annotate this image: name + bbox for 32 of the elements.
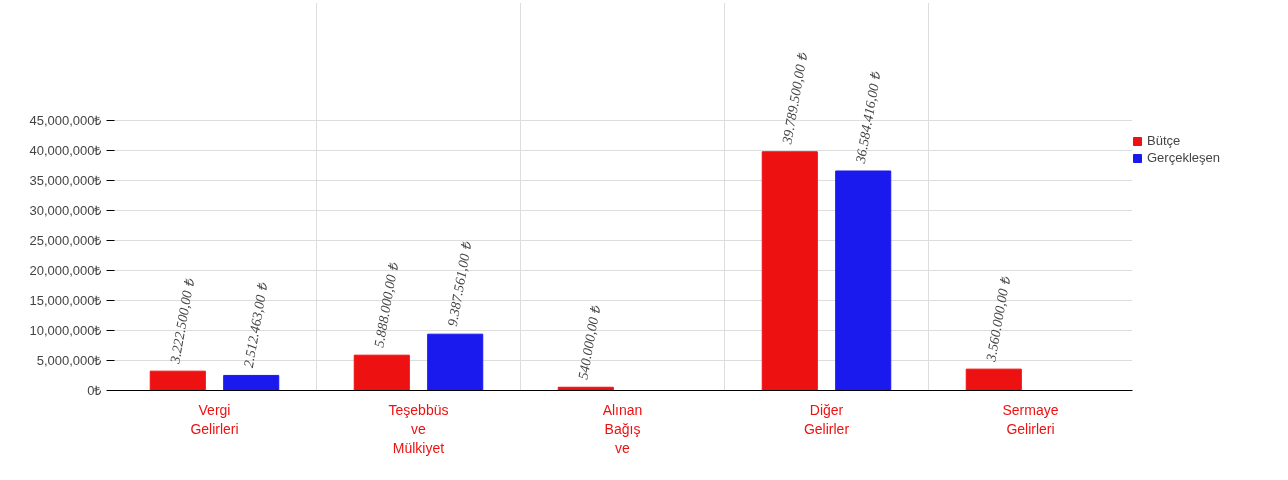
bar <box>965 368 1022 391</box>
data-label: 36.584.416,00 ₺ <box>852 70 884 166</box>
bar <box>223 374 280 391</box>
y-tick-label: 40,000,000₺ <box>29 143 103 158</box>
bar <box>353 354 410 391</box>
legend-label: Gerçekleşen <box>1147 150 1220 165</box>
data-label: 540.000,00 ₺ <box>575 303 604 381</box>
x-tick-label: Alınan Bağış ve <box>602 401 643 456</box>
data-label: 2.512.463,00 ₺ <box>240 281 271 369</box>
y-tick-label: 35,000,000₺ <box>29 173 103 188</box>
data-label: 3.222.500,00 ₺ <box>167 277 198 366</box>
x-tick-label: Sermaye Gelirleri <box>1002 401 1059 437</box>
data-label: 39.789.500,00 ₺ <box>779 50 811 147</box>
legend-label: Bütçe <box>1147 133 1181 148</box>
data-label: 9.387.561,00 ₺ <box>444 240 475 328</box>
y-tick-label: 15,000,000₺ <box>29 293 103 308</box>
bar <box>149 370 206 391</box>
y-tick-label: 45,000,000₺ <box>29 113 103 128</box>
y-tick-label: 5,000,000₺ <box>36 353 103 368</box>
bar <box>835 170 892 391</box>
y-tick-label: 10,000,000₺ <box>29 323 103 338</box>
y-tick-label: 20,000,000₺ <box>29 263 103 278</box>
bar <box>761 151 818 391</box>
y-tick-label: 30,000,000₺ <box>29 203 103 218</box>
bar <box>427 333 484 391</box>
data-label: 5.888.000,00 ₺ <box>371 261 402 349</box>
x-tick-label: Diğer Gelirler <box>803 401 850 437</box>
y-tick-label: 25,000,000₺ <box>29 233 103 248</box>
y-tick-label: 0₺ <box>87 383 103 398</box>
data-label: 3.560.000,00 ₺ <box>983 275 1014 364</box>
x-tick-label: Teşebbüs ve Mülkiyet <box>388 401 449 456</box>
x-tick-label: Vergi Gelirleri <box>190 401 239 437</box>
